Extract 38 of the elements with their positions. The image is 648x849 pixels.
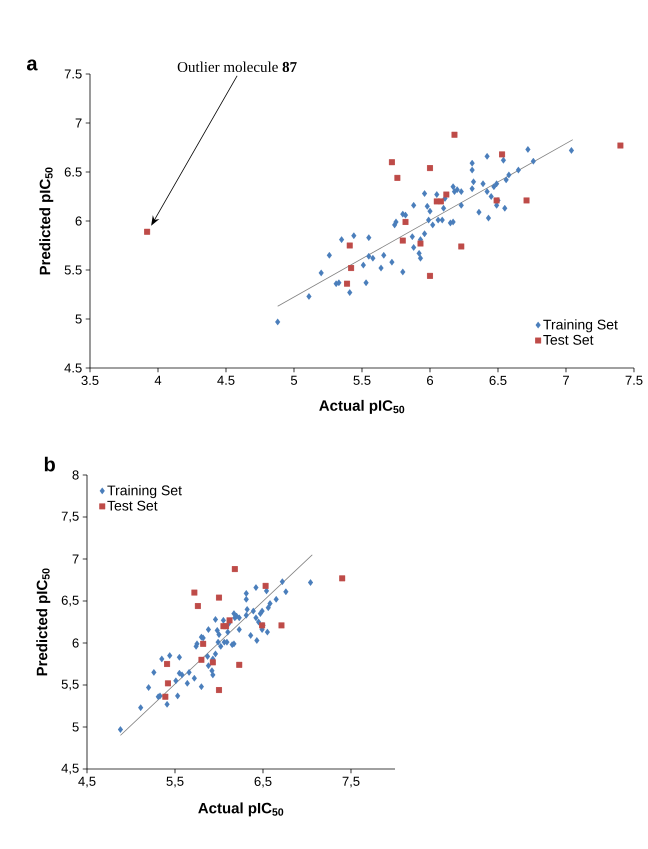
y-tick-label: 4,5 [61, 764, 79, 774]
y-tick-label: 4.5 [64, 363, 82, 373]
legend-label: Test Set [107, 500, 158, 511]
x-tick-label: 5 [290, 376, 298, 385]
x-tick-label: 3.5 [81, 376, 98, 385]
y-tick-label: 5 [75, 314, 82, 324]
y-axis-title: Predicted pIC$_{50}$ [36, 568, 50, 676]
x-axis-title: Actual pIC$_{50}$ [319, 400, 404, 414]
y-tick-label: 5.5 [64, 265, 82, 275]
x-tick-label: 7,5 [342, 776, 360, 788]
x-tick-label: 6 [427, 376, 434, 385]
legend-label: Test Set [543, 334, 594, 345]
chart-title: a [26, 60, 38, 70]
y-tick-label: 6.5 [64, 167, 82, 177]
y-axis-title: Predicted pIC$_{50}$ [39, 168, 54, 274]
text: Outlier molecule 87 [178, 62, 297, 72]
chart-title: b [44, 456, 55, 472]
x-tick-label: 7.5 [626, 376, 642, 385]
y-tick-label: 6,5 [62, 596, 79, 606]
y-tick-label: 6 [76, 216, 82, 226]
y-tick-label: 8 [72, 470, 79, 480]
x-axis-title: Actual pIC$_{50}$ [198, 802, 284, 816]
x-tick-label: 4.5 [217, 376, 234, 385]
y-tick-label: 5,5 [62, 680, 79, 690]
y-tick-label: 7 [76, 118, 82, 128]
x-tick-label: 5,5 [166, 776, 184, 788]
y-tick-label: 7,5 [62, 512, 79, 522]
x-tick-label: 7 [563, 376, 569, 385]
x-tick-label: 5.5 [353, 376, 370, 385]
y-tick-label: 7 [72, 554, 79, 564]
y-tick-label: 5 [72, 722, 79, 732]
y-tick-label: 7.5 [64, 69, 82, 79]
x-tick-label: 6.5 [490, 376, 506, 385]
y-tick-label: 6 [72, 638, 79, 648]
legend-label: Training Set [543, 319, 618, 332]
legend-label: Training Set [107, 485, 182, 498]
x-tick-label: 4 [154, 376, 162, 385]
x-tick-label: 6,5 [254, 776, 272, 788]
